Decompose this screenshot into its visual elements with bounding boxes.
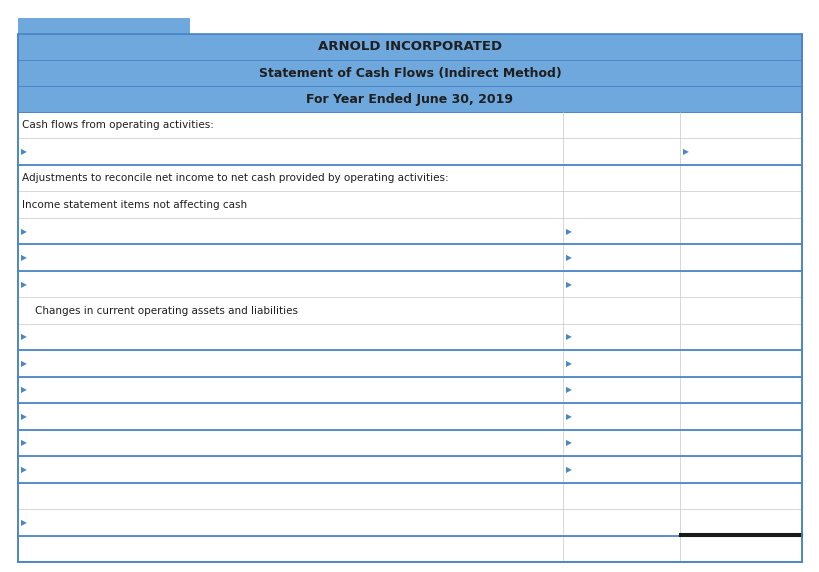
Text: ▶: ▶ [21, 147, 27, 156]
Text: Cash flows from operating activities:: Cash flows from operating activities: [22, 120, 214, 130]
Bar [18, 165, 801, 192]
Text: Statement of Cash Flows (Indirect Method): Statement of Cash Flows (Indirect Method… [258, 66, 561, 80]
Bar [18, 271, 801, 297]
Text: ▶: ▶ [21, 227, 27, 236]
Bar [18, 138, 801, 165]
Text: ▶: ▶ [21, 386, 27, 395]
Bar [18, 244, 801, 271]
Text: ▶: ▶ [565, 465, 571, 474]
Text: Changes in current operating assets and liabilities: Changes in current operating assets and … [22, 305, 297, 316]
Text: ▶: ▶ [565, 332, 571, 341]
Text: Adjustments to reconcile net income to net cash provided by operating activities: Adjustments to reconcile net income to n… [22, 173, 448, 183]
Bar [18, 60, 801, 86]
Text: ▶: ▶ [21, 518, 27, 527]
Bar [18, 509, 801, 535]
Bar [18, 18, 190, 34]
Text: ▶: ▶ [565, 227, 571, 236]
Text: ▶: ▶ [565, 280, 571, 288]
Bar [18, 483, 801, 509]
Text: ▶: ▶ [565, 253, 571, 262]
Bar [18, 535, 801, 562]
Bar [18, 192, 801, 218]
Text: ▶: ▶ [683, 147, 689, 156]
Text: ▶: ▶ [565, 412, 571, 421]
Text: ▶: ▶ [565, 359, 571, 368]
Bar [18, 456, 801, 483]
Bar [18, 403, 801, 430]
Text: ▶: ▶ [21, 280, 27, 288]
Bar [18, 218, 801, 244]
Text: ▶: ▶ [565, 386, 571, 395]
Text: ▶: ▶ [21, 412, 27, 421]
Text: For Year Ended June 30, 2019: For Year Ended June 30, 2019 [306, 93, 513, 105]
Bar [18, 86, 801, 112]
Text: Income statement items not affecting cash: Income statement items not affecting cas… [22, 200, 247, 210]
Text: ▶: ▶ [565, 438, 571, 447]
Bar [18, 297, 801, 324]
Bar [18, 377, 801, 403]
Bar [18, 430, 801, 456]
Bar [18, 324, 801, 350]
Bar [18, 34, 801, 60]
Text: ▶: ▶ [21, 465, 27, 474]
Bar [18, 350, 801, 377]
Text: ▶: ▶ [21, 438, 27, 447]
Text: ARNOLD INCORPORATED: ARNOLD INCORPORATED [318, 41, 501, 54]
Text: ▶: ▶ [21, 253, 27, 262]
Text: ▶: ▶ [21, 359, 27, 368]
Text: ▶: ▶ [21, 332, 27, 341]
Bar [18, 112, 801, 138]
